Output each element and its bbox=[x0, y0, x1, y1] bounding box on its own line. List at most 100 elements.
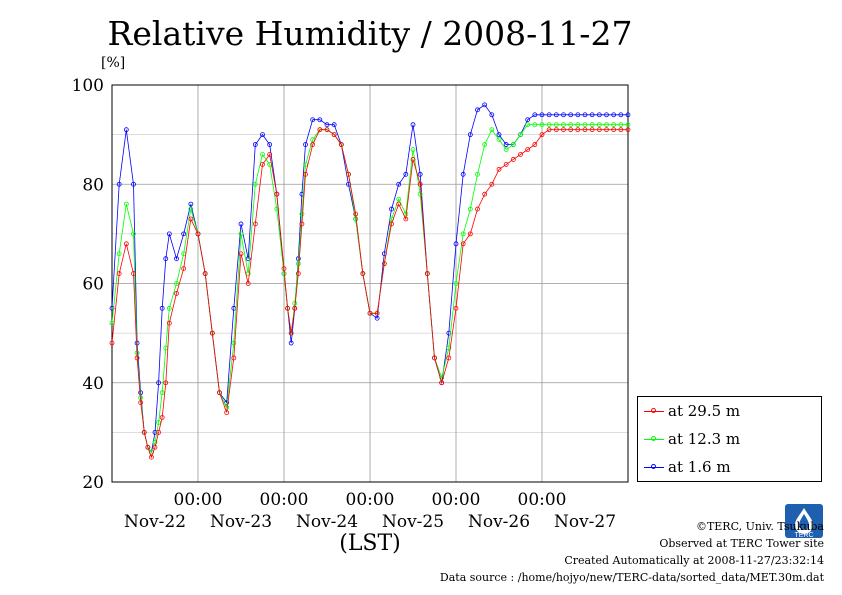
data-point bbox=[568, 122, 574, 128]
data-point bbox=[460, 171, 466, 177]
data-point bbox=[489, 112, 495, 118]
data-point bbox=[202, 271, 208, 276]
data-point bbox=[381, 261, 387, 267]
data-point bbox=[116, 181, 122, 187]
data-point bbox=[604, 127, 609, 133]
data-point bbox=[589, 112, 595, 118]
plot-frame bbox=[111, 84, 629, 483]
data-point bbox=[245, 256, 251, 262]
data-point bbox=[525, 122, 531, 128]
legend-item-29-5m: at 29.5 m bbox=[644, 401, 740, 421]
data-point bbox=[575, 112, 581, 118]
legend-item-12-3m: at 12.3 m bbox=[644, 429, 740, 449]
x-tick-time-label: 00:00 bbox=[518, 490, 567, 510]
data-point bbox=[496, 137, 502, 142]
data-point bbox=[217, 390, 222, 396]
data-point bbox=[303, 171, 308, 177]
data-point bbox=[159, 415, 165, 420]
data-point bbox=[267, 152, 273, 157]
data-point bbox=[460, 231, 466, 237]
data-point bbox=[424, 271, 430, 276]
data-point bbox=[141, 429, 147, 435]
data-point bbox=[156, 429, 161, 435]
data-point bbox=[252, 181, 258, 187]
legend-swatch-green bbox=[644, 434, 664, 444]
data-point bbox=[546, 112, 552, 118]
x-tick-time-label: 00:00 bbox=[346, 490, 395, 510]
data-point bbox=[467, 206, 473, 212]
data-point bbox=[403, 171, 409, 177]
x-tick-time-label: 00:00 bbox=[260, 490, 309, 510]
data-point bbox=[604, 122, 609, 128]
x-tick-date-label: Nov-26 bbox=[468, 512, 530, 532]
data-point bbox=[453, 241, 459, 247]
data-point bbox=[503, 142, 509, 147]
data-point bbox=[539, 112, 545, 118]
x-tick-date-label: Nov-27 bbox=[554, 512, 616, 532]
data-point bbox=[618, 112, 624, 118]
data-point bbox=[510, 157, 516, 162]
data-point bbox=[539, 122, 545, 128]
y-tick-label: 100 bbox=[72, 76, 104, 96]
data-point bbox=[252, 221, 258, 227]
data-point bbox=[518, 132, 523, 138]
data-point bbox=[596, 112, 602, 118]
data-point bbox=[432, 355, 437, 361]
data-point bbox=[149, 454, 154, 460]
data-point bbox=[403, 216, 409, 222]
data-point bbox=[367, 310, 373, 316]
data-point bbox=[131, 231, 136, 237]
data-point bbox=[611, 122, 617, 128]
data-point bbox=[181, 231, 187, 237]
data-point bbox=[174, 281, 179, 286]
data-point bbox=[224, 410, 230, 415]
data-point bbox=[496, 132, 502, 138]
data-point bbox=[303, 142, 308, 147]
data-point bbox=[611, 127, 617, 133]
x-tick-time-label: 00:00 bbox=[174, 490, 223, 510]
data-point bbox=[410, 122, 416, 128]
data-point bbox=[439, 380, 445, 386]
legend-label: at 1.6 m bbox=[668, 458, 731, 476]
data-point bbox=[553, 122, 559, 128]
chart-title: Relative Humidity / 2008-11-27 bbox=[107, 14, 633, 53]
data-point bbox=[331, 122, 337, 128]
data-point bbox=[324, 122, 330, 128]
data-point bbox=[453, 281, 459, 286]
data-point bbox=[166, 320, 172, 326]
x-tick-date-label: Nov-24 bbox=[296, 512, 358, 532]
data-point bbox=[188, 206, 194, 212]
data-point bbox=[260, 152, 265, 157]
observed-text: Observed at TERC Tower site bbox=[659, 537, 824, 550]
data-point bbox=[568, 127, 574, 133]
data-point bbox=[546, 122, 552, 128]
data-point bbox=[310, 117, 316, 123]
data-point bbox=[553, 127, 559, 133]
data-point bbox=[482, 102, 488, 108]
data-point bbox=[324, 127, 330, 133]
data-point bbox=[582, 122, 588, 128]
data-point bbox=[353, 211, 359, 217]
data-point bbox=[166, 231, 172, 237]
data-point bbox=[238, 251, 244, 257]
data-point bbox=[546, 127, 552, 133]
data-point bbox=[310, 142, 316, 147]
data-point bbox=[496, 166, 502, 172]
y-tick-label: 40 bbox=[82, 374, 104, 394]
data-point bbox=[389, 206, 394, 212]
x-axis-label: (LST) bbox=[339, 531, 401, 556]
data-point bbox=[331, 132, 337, 138]
data-point bbox=[159, 305, 165, 311]
data-point bbox=[453, 305, 459, 311]
data-point bbox=[439, 375, 445, 381]
data-point bbox=[553, 112, 559, 118]
data-point bbox=[482, 191, 488, 197]
data-point bbox=[123, 241, 129, 247]
data-point bbox=[281, 266, 287, 272]
data-point bbox=[467, 231, 473, 237]
data-point bbox=[503, 161, 509, 167]
data-point bbox=[396, 201, 402, 207]
data-point bbox=[295, 261, 301, 267]
data-point bbox=[625, 112, 631, 118]
data-point bbox=[152, 439, 158, 445]
